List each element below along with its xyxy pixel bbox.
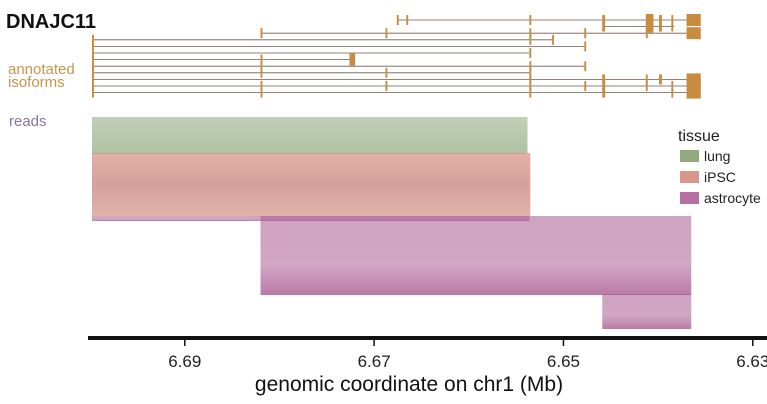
isoform-exon — [385, 67, 388, 78]
isoform-8 — [92, 61, 587, 72]
isoform-exon — [260, 81, 263, 91]
isoform-exon — [92, 48, 94, 58]
isoform-4 — [92, 34, 554, 45]
isoform-exon — [396, 15, 399, 25]
isoform-exon — [671, 81, 674, 91]
isoform-exon — [645, 28, 648, 39]
isoform-exon — [385, 28, 388, 39]
isoform-exon — [686, 14, 701, 26]
isoform-exon — [260, 67, 263, 78]
coverage-lung-1 — [92, 117, 528, 154]
isoform-exon — [92, 54, 94, 65]
isoform-exon — [529, 87, 532, 98]
legend-label: iPSC — [704, 169, 736, 185]
isoform-exon — [602, 74, 606, 85]
isoform-exon — [529, 67, 532, 78]
isoform-exon — [552, 34, 554, 45]
legend-swatch — [680, 171, 699, 183]
isoform-exon — [92, 74, 94, 85]
read-coverage-track — [92, 117, 692, 329]
x-axis: 6.69 6.67 6.65 6.63 — [88, 336, 767, 371]
isoform-exon — [529, 28, 532, 39]
isoform-exon — [92, 34, 94, 45]
isoform-exon — [659, 74, 662, 85]
isoform-exon — [92, 81, 94, 91]
isoform-exon — [584, 81, 587, 91]
legend-item-astrocyte: astrocyte — [680, 190, 761, 206]
isoform-exon — [529, 74, 532, 85]
isoform-3 — [260, 27, 701, 40]
isoform-9 — [92, 67, 532, 78]
isoform-exon — [529, 34, 532, 45]
isoform-exon — [260, 28, 263, 39]
legend-label: lung — [704, 148, 730, 164]
isoform-exon — [645, 20, 654, 33]
isoform-exon — [260, 54, 263, 65]
isoform-exon — [602, 87, 606, 98]
isoform-exon — [686, 86, 701, 99]
isoform-exon — [659, 15, 662, 25]
isoform-exon — [529, 81, 532, 91]
isoform-exon — [92, 87, 94, 98]
isoform-exon — [260, 61, 263, 72]
isoform-2 — [602, 20, 675, 33]
x-tick-label: 6.65 — [547, 352, 580, 371]
isoform-exon — [602, 21, 606, 32]
coverage-astrocyte-5 — [602, 294, 692, 329]
isoform-exon — [602, 15, 606, 25]
isoform-exon — [671, 21, 674, 32]
isoform-exon — [92, 61, 94, 72]
isoform-1 — [396, 14, 701, 26]
isoform-exon — [645, 74, 648, 85]
coverage-ipsc-2 — [92, 153, 531, 216]
isoform-exon — [529, 15, 532, 25]
legend-swatch — [680, 192, 699, 204]
annotated-isoforms-label-line2: isoforms — [8, 74, 65, 91]
reads-label: reads — [9, 113, 47, 130]
isoform-exon — [92, 41, 94, 52]
isoform-exon — [584, 28, 587, 39]
isoform-exon — [686, 27, 701, 40]
x-tick-label: 6.63 — [736, 352, 767, 371]
legend: tissue lung iPSC astrocyte — [678, 128, 761, 206]
isoform-exon — [529, 48, 532, 58]
isoform-10 — [92, 73, 701, 86]
legend-item-ipsc: iPSC — [680, 169, 736, 185]
isoform-12 — [92, 86, 701, 99]
isoform-exon — [406, 15, 409, 25]
isoform-exon — [260, 87, 263, 98]
isoform-exon — [385, 81, 388, 91]
legend-label: astrocyte — [704, 190, 761, 206]
legend-items: lung iPSC astrocyte — [680, 148, 761, 206]
isoform-track — [92, 14, 701, 99]
isoform-11 — [92, 80, 701, 92]
isoform-exon — [584, 61, 587, 72]
x-tick-label: 6.69 — [168, 352, 201, 371]
gene-title: DNAJC11 — [6, 11, 96, 33]
isoform-exon — [602, 81, 606, 91]
isoform-exon — [671, 15, 674, 25]
annotated-isoforms-label-line1: annotated — [8, 61, 75, 78]
isoform-exon — [659, 21, 662, 32]
x-tick-label: 6.67 — [358, 352, 391, 371]
isoform-exon — [92, 67, 94, 78]
isoform-exon — [671, 87, 674, 98]
coverage-astrocyte-4 — [260, 216, 692, 295]
legend-title: tissue — [678, 128, 720, 145]
isoform-exon — [645, 81, 648, 91]
legend-swatch — [680, 150, 699, 162]
isoform-7 — [92, 53, 356, 66]
x-axis-title: genomic coordinate on chr1 (Mb) — [255, 373, 563, 396]
isoform-exon — [645, 14, 654, 26]
isoform-6 — [92, 48, 532, 58]
isoform-exon — [349, 53, 356, 66]
isoform-exon — [584, 41, 587, 52]
isoform-5 — [92, 41, 587, 52]
legend-item-lung: lung — [680, 148, 730, 164]
isoform-exon — [529, 61, 532, 72]
